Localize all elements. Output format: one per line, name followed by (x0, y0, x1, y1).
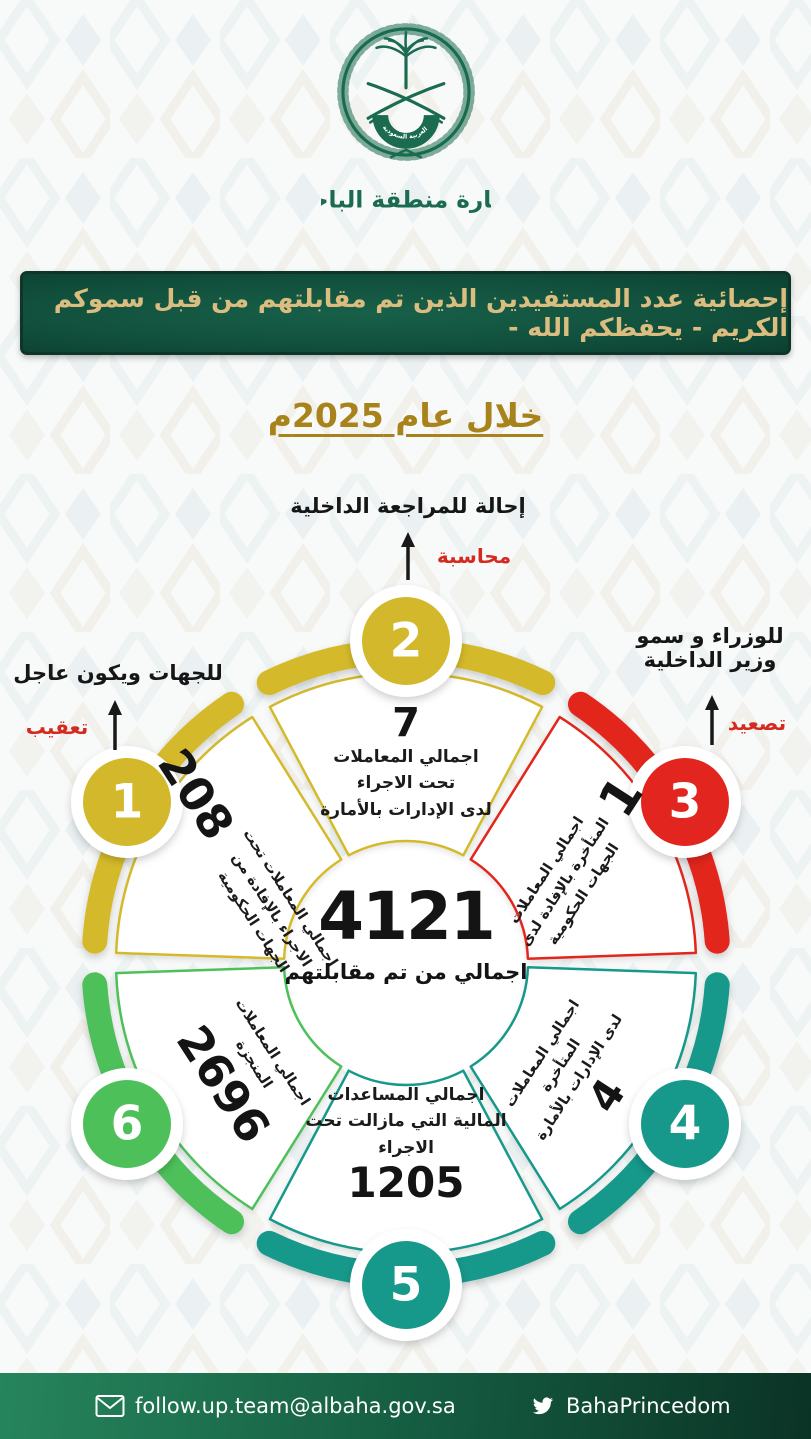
segment-2-number: 2 (389, 613, 423, 669)
center-total-value: 4121 (318, 878, 496, 955)
year-title: خلال عام 2025م (267, 396, 544, 435)
badge-disc-3 (641, 758, 729, 846)
center-total: 4121 اجمالي من تم مقابلتهم (256, 878, 556, 985)
segment-5-number: 5 (389, 1257, 423, 1313)
footer-twitter-item: BahaPrincedom (530, 1394, 731, 1418)
petal-segment-2 (268, 671, 544, 857)
badge-disc-4 (641, 1080, 729, 1168)
footer-twitter-handle: BahaPrincedom (566, 1394, 731, 1418)
tag-accounting: محاسبة (436, 544, 512, 568)
badge-disc-2 (362, 597, 450, 685)
footer-bar: follow.up.team@albaha.gov.sa BahaPrinced… (0, 1373, 811, 1439)
petal-segment-3 (469, 715, 698, 960)
petal-segment-6 (114, 966, 343, 1211)
badge-disc-1 (83, 758, 171, 846)
ministry-of-interior-emblem-icon: المملكة العربية السعودية إمارة منطقة الب… (297, 5, 513, 214)
arrow-up-icon-top (399, 530, 417, 584)
callout-left-label: للجهات ويكون عاجل (13, 661, 223, 685)
center-total-label: اجمالي من تم مقابلتهم (284, 960, 528, 984)
segment-5-content: اجمالي المساعدات المالية التي مازالت تحت… (276, 1082, 536, 1205)
envelope-icon (95, 1395, 125, 1417)
segment-2-label-line: اجمالي المعاملات (333, 747, 479, 767)
segment-2-content: 7 اجمالي المعاملات تحت الاجراء لدى الإدا… (286, 702, 526, 823)
segment-5-label-line: الاجراء (378, 1137, 434, 1158)
segment-5-value: 1205 (347, 1158, 465, 1208)
footer-email-item: follow.up.team@albaha.gov.sa (95, 1394, 456, 1418)
segment-2-label-line: تحت الاجراء (356, 773, 456, 794)
callout-right-label: للوزراء و سمو وزير الداخلية (636, 624, 784, 672)
badge-disc-5 (362, 1241, 450, 1329)
tag-followup: تعقيب (25, 715, 89, 739)
segment-1-number: 1 (110, 774, 144, 830)
segment-6-number: 6 (110, 1096, 144, 1152)
badge-disc-6 (83, 1080, 171, 1168)
header-banner: إحصائية عدد المستفيدين الذين تم مقابلتهم… (20, 271, 791, 355)
segment-4-number: 4 (668, 1096, 702, 1152)
wheel-center-disc (282, 839, 530, 1087)
callout-top-label: إحالة للمراجعة الداخلية (290, 494, 526, 518)
arrow-up-icon-right (703, 693, 721, 749)
footer-email: follow.up.team@albaha.gov.sa (135, 1394, 456, 1418)
albaha-emirate-logo: المملكة العربية السعودية إمارة منطقة الب… (297, 5, 513, 240)
segment-5-label-line: اجمالي المساعدات (327, 1085, 485, 1105)
emblem-calligraphy-text: إمارة منطقة الباحة (321, 188, 491, 214)
segment-3-number: 3 (668, 774, 702, 830)
petal-segment-1 (114, 715, 343, 960)
banner-text: إحصائية عدد المستفيدين الذين تم مقابلتهم… (53, 284, 788, 342)
segment-2-value: 7 (392, 700, 420, 746)
segment-5-label-line: المالية التي مازالت تحت (305, 1111, 507, 1132)
twitter-icon (532, 1397, 554, 1415)
segment-2-label-line: لدى الإدارات بالأمارة (320, 799, 492, 820)
arrow-up-icon-left (106, 698, 124, 754)
tag-escalation: تصعيد (727, 711, 787, 735)
petal-segment-5 (268, 1069, 544, 1255)
petal-segment-4 (469, 966, 698, 1211)
